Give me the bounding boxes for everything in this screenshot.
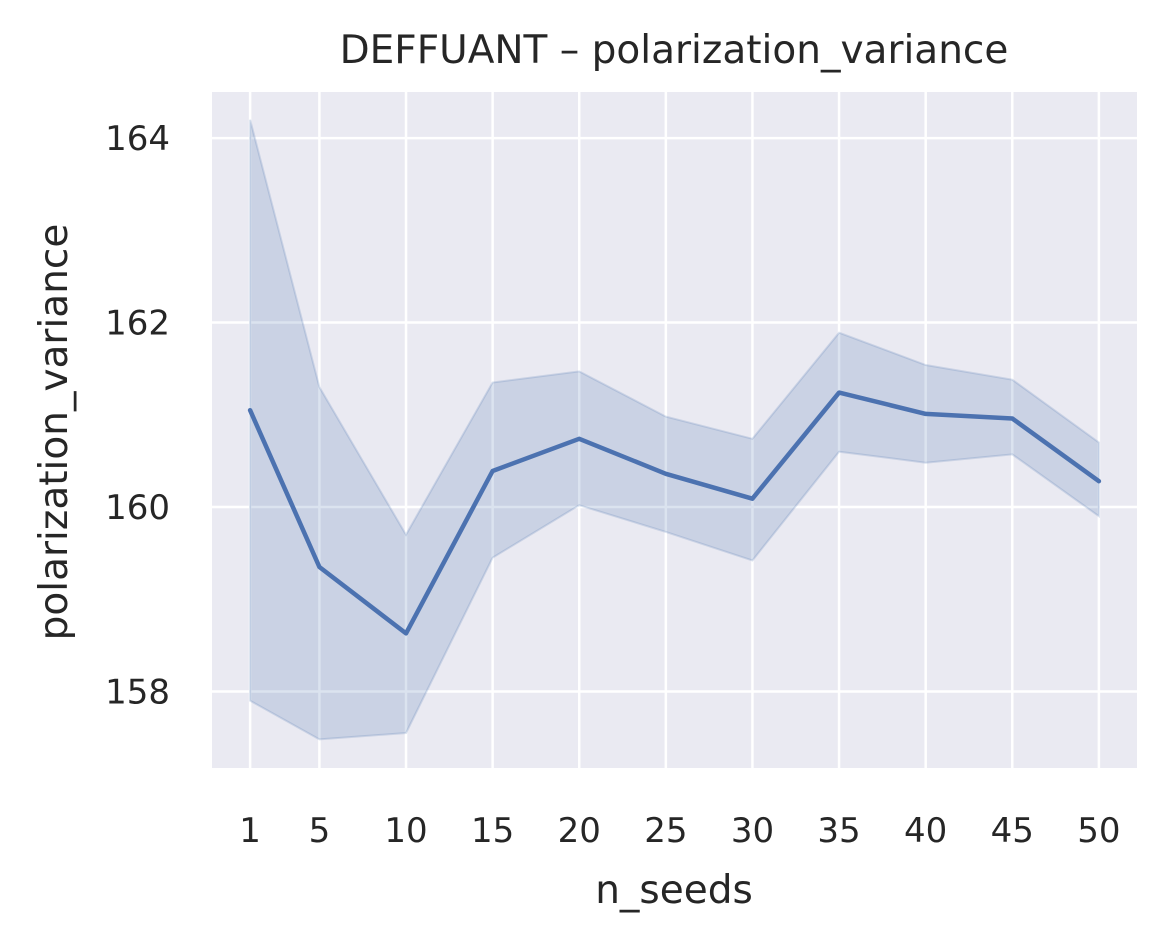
x-tick-label-10: 10 [384, 811, 427, 851]
x-tick-label-30: 30 [731, 811, 774, 851]
y-tick-label-158: 158 [105, 672, 170, 712]
plot-background [212, 92, 1137, 768]
x-tick-label-45: 45 [991, 811, 1034, 851]
x-tick-label-5: 5 [309, 811, 331, 851]
y-tick-label-160: 160 [105, 488, 170, 528]
x-tick-label-50: 50 [1077, 811, 1120, 851]
series-layer [247, 119, 1102, 741]
chart-title: DEFFUANT – polarization_variance [340, 28, 1009, 73]
series-line [247, 390, 1102, 636]
y-tick-label-162: 162 [105, 304, 170, 344]
x-axis-label: n_seeds [595, 868, 753, 913]
confidence-band [249, 119, 1100, 741]
x-tick-label-35: 35 [817, 811, 860, 851]
x-tick-label-15: 15 [471, 811, 514, 851]
x-tick-label-1: 1 [239, 811, 261, 851]
y-tick-label-164: 164 [105, 119, 170, 159]
x-tick-label-20: 20 [558, 811, 601, 851]
y-axis-label: polarization_variance [32, 224, 77, 641]
x-tick-label-25: 25 [644, 811, 687, 851]
grid [212, 92, 1137, 768]
x-tick-label-40: 40 [904, 811, 947, 851]
